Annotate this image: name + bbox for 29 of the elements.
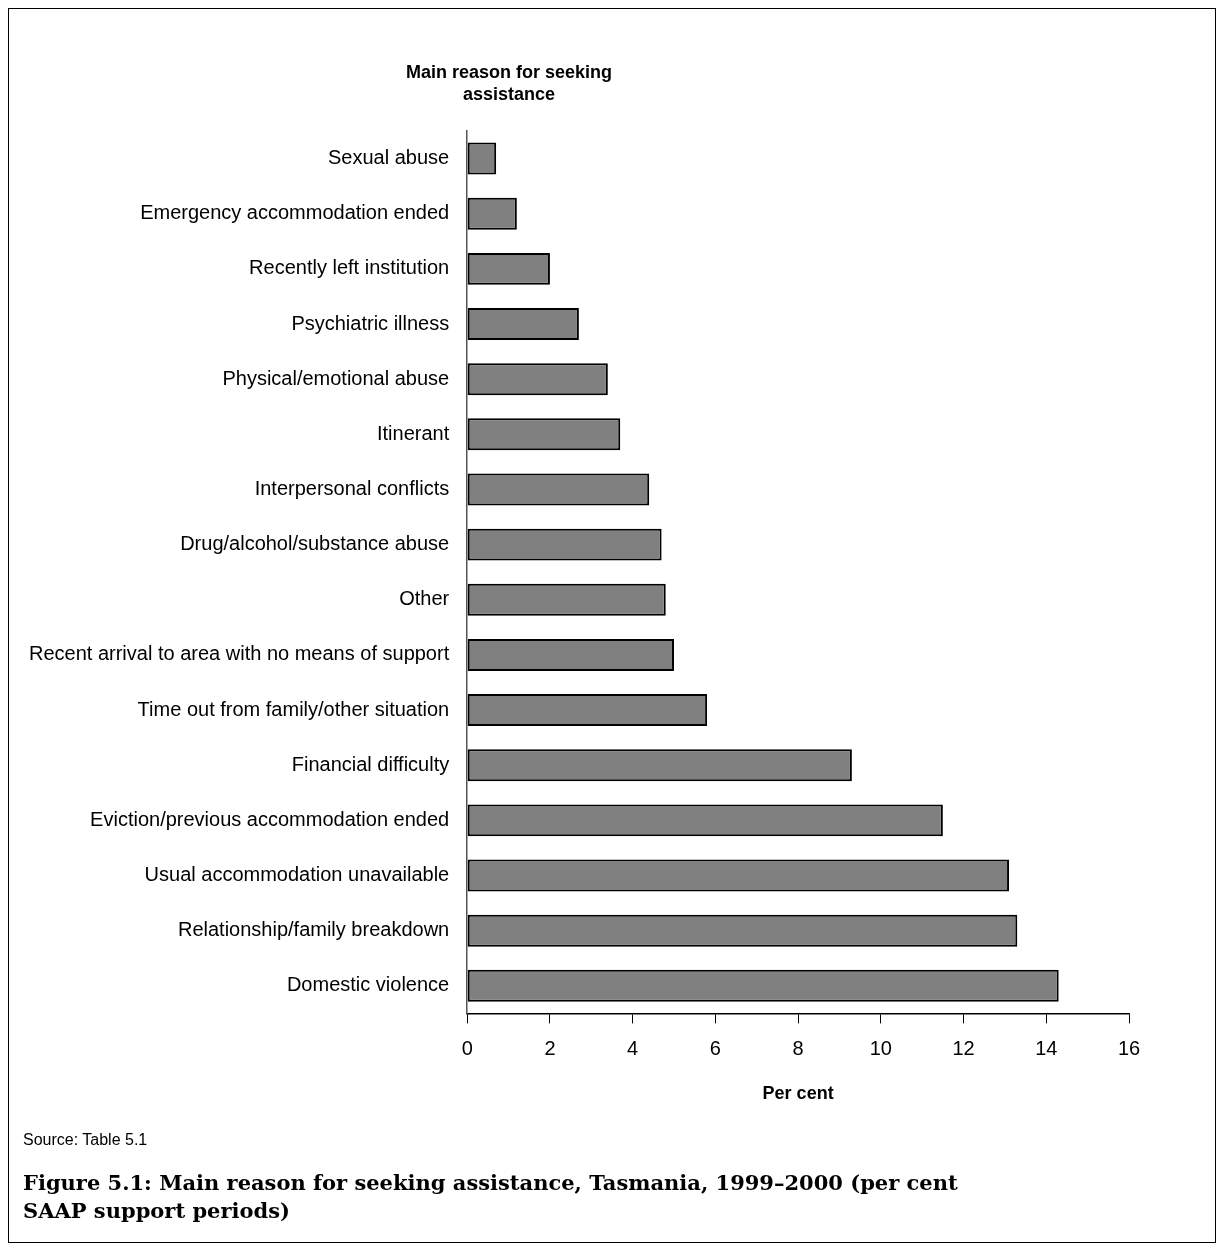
y-tick-label: Recently left institution [249, 256, 450, 279]
y-tick-label: Recent arrival to area with no means of support [29, 642, 450, 665]
text: Figure 5.1: Main reason for seeking assistance, Tasmania, 1999–2000 (per cent SAAP support periods) [23, 1169, 959, 1225]
x-tick-label: 16 [1117, 1036, 1141, 1059]
x-tick-label: 14 [1035, 1036, 1058, 1059]
y-tick-label: Financial difficulty [291, 752, 450, 775]
y-tick-label: Drug/alcohol/substance abuse [180, 532, 450, 555]
y-tick-label: Itinerant [376, 421, 450, 444]
y-tick-label: Relationship/family breakdown [177, 918, 450, 941]
y-tick-label: Usual accommodation unavailable [144, 863, 450, 886]
x-tick-label: 4 [627, 1036, 639, 1059]
y-tick-label: Eviction/previous accommodation ended [90, 807, 450, 830]
y-axis-title: Main reason for seeking assistance [404, 61, 614, 105]
x-tick-label: 8 [792, 1036, 804, 1059]
y-tick-label: Other [399, 587, 450, 610]
source-note: Source: Table 5.1 [23, 1131, 148, 1149]
x-tick-label: 10 [869, 1036, 892, 1059]
x-tick-label: 6 [709, 1036, 721, 1059]
y-tick-label: Sexual abuse [328, 146, 450, 169]
x-axis-title: Per cent [762, 1083, 834, 1104]
y-tick-label: Emergency accommodation ended [140, 201, 450, 224]
x-tick-label: 12 [952, 1036, 975, 1059]
y-tick-label: Interpersonal conflicts [254, 476, 450, 499]
y-tick-label: Domestic violence [286, 973, 450, 996]
y-tick-label: Psychiatric illness [291, 311, 450, 334]
x-tick-label: 2 [544, 1036, 556, 1059]
x-tick-label: 0 [461, 1036, 473, 1059]
y-tick-label: Physical/emotional abuse [222, 366, 450, 389]
y-tick-label: Time out from family/other situation [137, 697, 450, 720]
